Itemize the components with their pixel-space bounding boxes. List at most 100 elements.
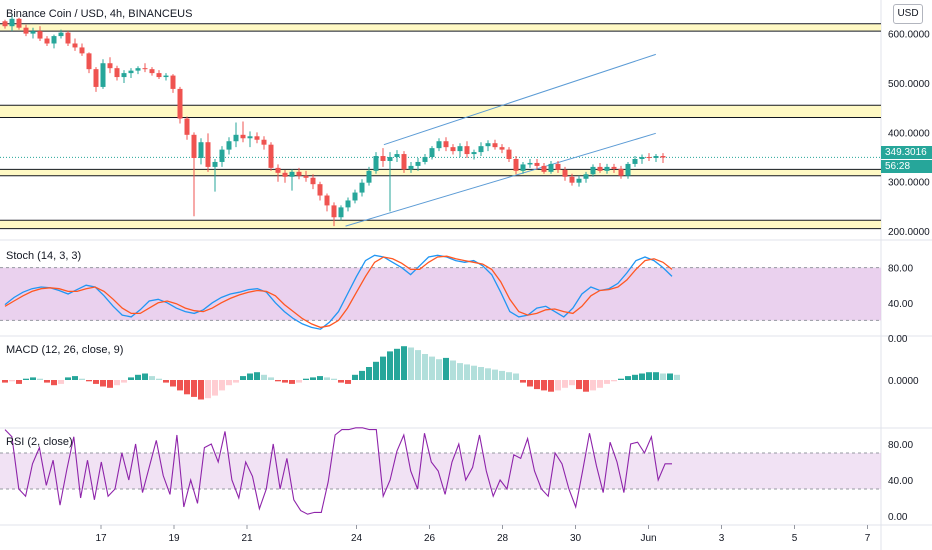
candle-body [198, 142, 204, 159]
trend-lines [345, 53, 656, 227]
candle-body [618, 168, 624, 176]
time-tick-label-6: 30 [570, 533, 582, 544]
candle-body [226, 141, 232, 150]
macd-histogram-bar [492, 369, 498, 380]
macd-histogram-bar [478, 367, 484, 380]
candle-body [632, 158, 638, 164]
macd-histogram-bar [191, 380, 197, 397]
price-tick-label-2: 400.0000 [888, 128, 930, 139]
macd-histogram-bar [296, 380, 302, 383]
stoch-tick-label-2: 0.00 [888, 334, 908, 345]
candle-body [653, 156, 659, 159]
candle-body [296, 171, 302, 176]
macd-histogram-bar [212, 380, 218, 396]
candle-body [149, 69, 155, 74]
macd-histogram-bar [597, 380, 603, 388]
macd-histogram-bar [548, 380, 554, 392]
macd-histogram-bar [639, 373, 645, 380]
candle-body [275, 167, 281, 173]
candle-body [394, 154, 400, 158]
macd-histogram-bar [352, 374, 358, 380]
candle-body [569, 176, 575, 183]
candle-body [58, 32, 64, 37]
time-tick-label-0: 17 [95, 533, 107, 544]
macd-histogram-bar [93, 380, 99, 384]
stoch-pane [0, 254, 881, 330]
macd-histogram-bar [170, 380, 176, 387]
candle-body [324, 195, 330, 206]
macd-histogram-bar [149, 376, 155, 380]
macd-histogram-bar [240, 376, 246, 380]
candlestick-series [2, 13, 666, 227]
horizontal-zones [0, 23, 881, 230]
macd-histogram-bar [499, 370, 505, 380]
macd-histogram-bar [513, 373, 519, 380]
rsi-tick-label-1: 40.00 [888, 476, 913, 487]
macd-histogram-bar [394, 348, 400, 380]
candle-body [142, 68, 148, 70]
candle-body [247, 136, 253, 139]
macd-histogram-bar [44, 380, 50, 383]
support-resistance-zone-3 [0, 220, 881, 229]
macd-histogram-bar [415, 350, 421, 380]
macd-histogram-bar [114, 380, 120, 386]
macd-histogram-bar [338, 380, 344, 383]
price-axis: 600.0000 500.0000 400.0000 300.0000 200.0000… [888, 30, 930, 523]
macd-histogram-bar [317, 376, 323, 380]
candle-body [114, 68, 120, 78]
candle-body [583, 174, 589, 179]
macd-histogram-bar [163, 380, 169, 383]
price-tick-label-4: 200.0000 [888, 227, 930, 238]
candle-body [205, 142, 211, 167]
candle-body [485, 143, 491, 147]
macd-histogram-bar [142, 373, 148, 380]
candle-body [100, 63, 106, 87]
price-tick-label-1: 500.0000 [888, 79, 930, 90]
stoch-tick-label-0: 80.00 [888, 264, 913, 275]
rsi-band [0, 453, 881, 489]
stoch-band [0, 267, 881, 321]
candle-body [72, 43, 78, 48]
macd-histogram-bar [457, 363, 463, 380]
candle-body [562, 169, 568, 177]
candle-body [520, 164, 526, 171]
macd-histogram-bar [219, 380, 225, 391]
macd-histogram-bar [583, 380, 589, 392]
candle-body [65, 32, 71, 44]
macd-histogram-bar [324, 377, 330, 380]
time-tick-label-5: 28 [497, 533, 509, 544]
candle-body [457, 146, 463, 152]
macd-histogram-bar [520, 380, 526, 383]
macd-histogram-bar [373, 361, 379, 380]
macd-histogram-bar [37, 378, 43, 380]
macd-histogram-bar [135, 374, 141, 380]
macd-histogram-bar [233, 380, 239, 383]
macd-histogram-bar [2, 380, 8, 383]
macd-histogram-bar [436, 359, 442, 380]
candle-body [303, 175, 309, 178]
candle-body [261, 139, 267, 145]
macd-histogram-bar [205, 380, 211, 399]
candle-body [499, 147, 505, 150]
macd-histogram-bar [156, 378, 162, 380]
candle-body [464, 146, 470, 155]
candle-body [422, 157, 428, 162]
stoch-line-1 [4, 255, 673, 329]
macd-histogram-bar [506, 372, 512, 380]
macd-histogram-bar [9, 380, 15, 382]
macd-histogram-bar [86, 380, 92, 382]
currency-button[interactable]: USD [893, 4, 923, 24]
macd-histogram-bar [541, 380, 547, 391]
macd-histogram-bar [72, 376, 78, 380]
candle-body [401, 154, 407, 170]
macd-histogram-bar [79, 378, 85, 380]
macd-histogram-bar [408, 347, 414, 380]
candle-body [23, 27, 29, 34]
candle-body [30, 31, 36, 34]
candle-body [625, 163, 631, 176]
macd-histogram-bar [345, 380, 351, 384]
time-tick-label-7: Jun [640, 533, 656, 544]
time-tick-label-2: 21 [241, 533, 253, 544]
macd-histogram-bar [23, 378, 29, 380]
candle-body [541, 165, 547, 172]
